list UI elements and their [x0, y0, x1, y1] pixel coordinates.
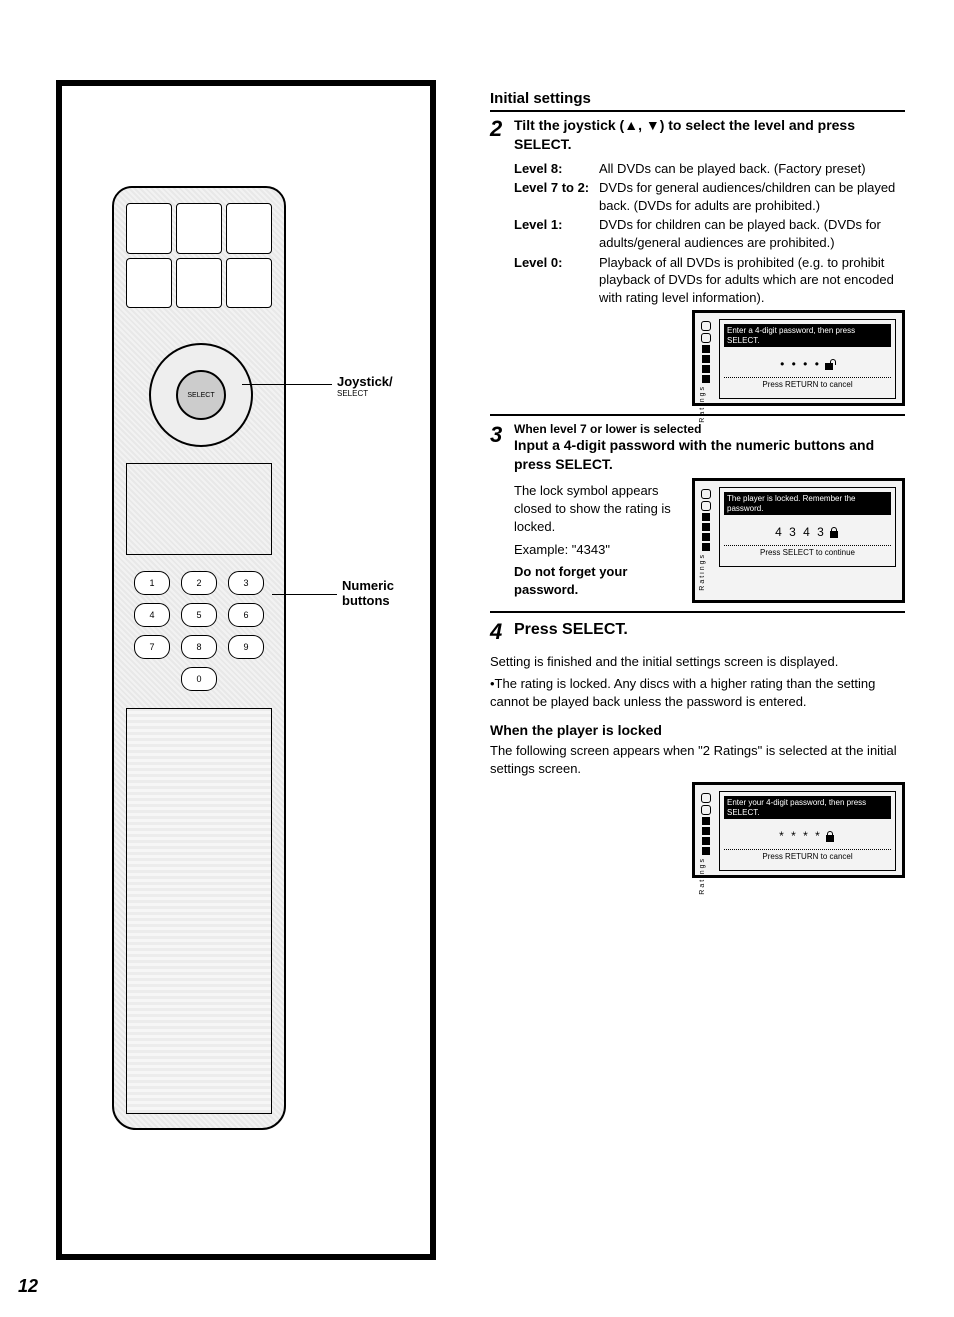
num-5: 5: [181, 603, 217, 627]
step-3-heading: Input a 4-digit password with the numeri…: [514, 436, 905, 474]
osd-unlock: Ratings Enter your 4-digit password, the…: [692, 782, 905, 878]
divider-2-3: [490, 414, 905, 416]
callout-joystick-label: Joystick/: [337, 374, 393, 389]
step-4-bullet: •The rating is locked. Any discs with a …: [490, 675, 905, 711]
remote-lower: [126, 708, 272, 1114]
num-0: 0: [181, 667, 217, 691]
divider-3-4: [490, 611, 905, 613]
numeric-pad: 1 2 3 4 5 6 7 8 9 0: [126, 563, 272, 699]
num-4: 4: [134, 603, 170, 627]
osd2-dots: 4 3 4 3: [775, 525, 826, 539]
num-2: 2: [181, 571, 217, 595]
remote-frame: SELECT 1 2 3 4 5 6 7 8 9 0: [56, 80, 436, 1260]
joystick-dpad: SELECT: [149, 343, 253, 447]
callout-numeric-label: Numeric buttons: [342, 578, 394, 608]
num-7: 7: [134, 635, 170, 659]
remote-top-buttons: [126, 203, 272, 308]
step-3-number: 3: [490, 422, 514, 448]
step-2-heading: Tilt the joystick (▲, ▼) to select the l…: [514, 116, 905, 154]
callout-joystick-sub: SELECT: [337, 389, 393, 398]
level-1-label: Level 1:: [514, 216, 599, 251]
select-button: SELECT: [176, 370, 226, 420]
step-3-warning: Do not forget your password.: [514, 563, 682, 599]
num-6: 6: [228, 603, 264, 627]
instructions-column: Initial settings 2 Tilt the joystick (▲,…: [490, 90, 905, 878]
page-number: 12: [18, 1276, 38, 1297]
step-2: 2 Tilt the joystick (▲, ▼) to select the…: [490, 116, 905, 154]
rating-levels-table: Level 8:All DVDs can be played back. (Fa…: [514, 160, 905, 306]
osd2-foot: Press SELECT to continue: [724, 545, 891, 557]
callout-line-numeric: [272, 594, 337, 595]
osd1-dots: • • • •: [780, 357, 821, 371]
remote-mid-buttons: [126, 463, 272, 555]
num-3: 3: [228, 571, 264, 595]
section-title: Initial settings: [490, 90, 905, 112]
osd3-dots: * * * *: [779, 829, 822, 843]
locked-body: The following screen appears when "2 Rat…: [490, 742, 905, 778]
step-4: 4 Press SELECT.: [490, 619, 905, 645]
lock-closed-icon-2: [824, 831, 836, 843]
osd1-banner: Enter a 4-digit password, then press SEL…: [724, 324, 891, 347]
step-3: 3 When level 7 or lower is selected Inpu…: [490, 422, 905, 474]
step-3-body: The lock symbol appears closed to show t…: [514, 482, 682, 537]
remote-control: SELECT 1 2 3 4 5 6 7 8 9 0: [112, 186, 286, 1130]
osd3-banner: Enter your 4-digit password, then press …: [724, 796, 891, 819]
level-8-label: Level 8:: [514, 160, 599, 178]
osd3-foot: Press RETURN to cancel: [724, 849, 891, 861]
step-2-number: 2: [490, 116, 514, 142]
callout-numeric: Numeric buttons: [342, 578, 412, 608]
lock-open-icon: [823, 359, 835, 371]
callout-joystick: Joystick/ SELECT: [337, 374, 393, 398]
step-3-pre: When level 7 or lower is selected: [514, 422, 905, 436]
osd2-banner: The player is locked. Remember the passw…: [724, 492, 891, 515]
step-4-heading: Press SELECT.: [514, 619, 628, 641]
num-8: 8: [181, 635, 217, 659]
level-7to2-desc: DVDs for general audiences/children can …: [599, 179, 905, 214]
level-8-desc: All DVDs can be played back. (Factory pr…: [599, 160, 905, 178]
num-1: 1: [134, 571, 170, 595]
level-1-desc: DVDs for children can be played back. (D…: [599, 216, 905, 251]
callout-line-joystick: [242, 384, 332, 385]
level-0-label: Level 0:: [514, 254, 599, 307]
osd-enter-password: Ratings Enter a 4-digit password, then p…: [692, 310, 905, 406]
step-3-example: Example: "4343": [514, 541, 682, 559]
osd-locked: Ratings The player is locked. Remember t…: [692, 478, 905, 603]
osd1-foot: Press RETURN to cancel: [724, 377, 891, 389]
locked-subheading: When the player is locked: [490, 722, 905, 738]
level-0-desc: Playback of all DVDs is prohibited (e.g.…: [599, 254, 905, 307]
step-4-body: Setting is finished and the initial sett…: [490, 653, 905, 671]
level-7to2-label: Level 7 to 2:: [514, 179, 599, 214]
num-9: 9: [228, 635, 264, 659]
lock-closed-icon: [828, 527, 840, 539]
step-4-number: 4: [490, 619, 514, 645]
